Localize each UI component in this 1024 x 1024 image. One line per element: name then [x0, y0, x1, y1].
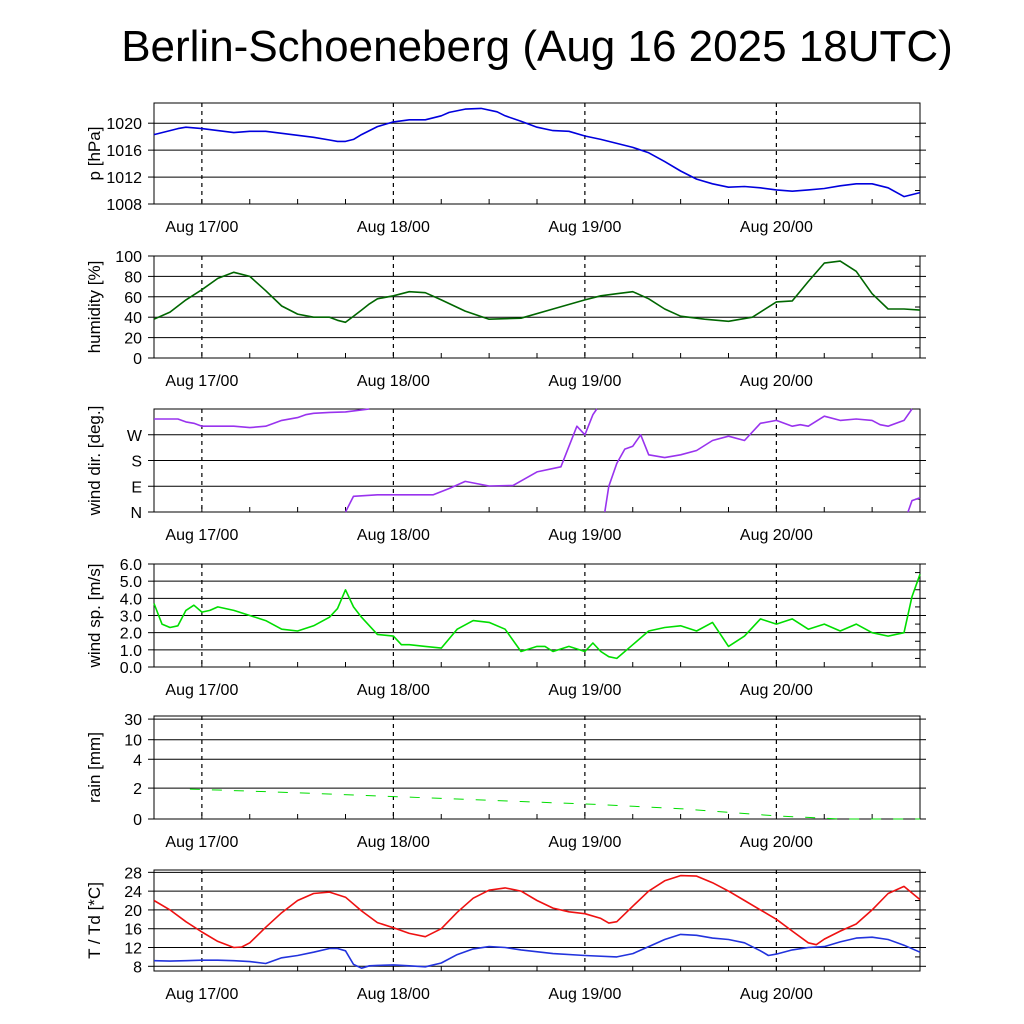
wind-direction-xtick-label: Aug 19/00: [548, 527, 621, 544]
wind-speed-ylabel: wind sp. [m/s]: [85, 564, 104, 669]
rain-ytick-label: 2: [133, 781, 142, 798]
wind-direction-ytick-label: N: [130, 505, 142, 522]
wind-direction-series-wind-direction: [344, 408, 598, 513]
pressure-xtick-label: Aug 19/00: [548, 219, 621, 236]
wind-speed-xtick-label: Aug 18/00: [357, 682, 430, 699]
pressure-xtick-label: Aug 20/00: [740, 219, 813, 236]
pressure-frame: [153, 102, 921, 205]
temperature-ytick-label: 16: [124, 922, 142, 939]
temperature-ytick-label: 24: [124, 884, 142, 901]
temperature-series-t: [153, 874, 921, 949]
humidity-ytick-label: 60: [124, 290, 142, 307]
humidity-ytick-label: 20: [124, 331, 142, 348]
rain-xtick-label: Aug 19/00: [548, 834, 621, 851]
wind-speed-xtick-label: Aug 20/00: [740, 682, 813, 699]
chart-title: Berlin-Schoeneberg (Aug 16 2025 18UTC): [121, 22, 953, 71]
rain-frame: [153, 715, 921, 820]
temperature-ylabel: T / Td [*C]: [85, 882, 104, 959]
temperature-ytick-label: 20: [124, 903, 142, 920]
wind-speed-ytick-label: 1.0: [120, 643, 142, 660]
rain-ytick-label: 4: [133, 752, 142, 769]
temperature-frame: [153, 869, 921, 972]
pressure-xtick-label: Aug 17/00: [165, 219, 238, 236]
pressure-ylabel: p [hPa]: [85, 127, 104, 181]
temperature-series-td: [153, 933, 921, 970]
temperature-ytick-label: 12: [124, 941, 142, 958]
humidity-xtick-label: Aug 20/00: [740, 373, 813, 390]
humidity-ylabel: humidity [%]: [85, 261, 104, 354]
panel-rain: 0 2 4 10 30 Aug 17/00 Aug 18/00 Aug 19/00 Aug 20…: [85, 712, 926, 851]
temperature-xtick-label: Aug 19/00: [548, 986, 621, 1003]
panel-temperature: 812 16 20 24 28 Aug 17/00 Aug 18/00 Aug 19/00 Au…: [85, 865, 926, 1003]
temperature-ytick-label: 28: [124, 865, 142, 882]
pressure-ytick-label: 1020: [106, 116, 142, 133]
wind-speed-xtick-label: Aug 17/00: [165, 682, 238, 699]
wind-direction-ytick-label: W: [127, 428, 143, 445]
panel-pressure: 1008 1012 1016 1020 Aug 17/00 Aug 18/00 Aug 19…: [85, 102, 926, 236]
rain-series-rain: [189, 788, 920, 820]
temperature-xtick-label: Aug 20/00: [740, 986, 813, 1003]
pressure-xtick-label: Aug 18/00: [357, 219, 430, 236]
wind-direction-xtick-label: Aug 20/00: [740, 527, 813, 544]
humidity-ytick-label: 40: [124, 310, 142, 327]
rain-xtick-label: Aug 20/00: [740, 834, 813, 851]
wind-direction-ytick-label: S: [131, 454, 142, 471]
wind-speed-xtick-label: Aug 19/00: [548, 682, 621, 699]
pressure-ytick-label: 1016: [106, 143, 142, 160]
pressure-series-p: [153, 107, 921, 198]
rain-xtick-label: Aug 18/00: [357, 834, 430, 851]
pressure-ytick-label: 1008: [106, 197, 142, 214]
humidity-xtick-label: Aug 17/00: [165, 373, 238, 390]
wind-speed-ytick-label: 2.0: [120, 626, 142, 643]
wind-speed-series-wind-speed: [153, 574, 921, 660]
humidity-ytick-label: 80: [124, 269, 142, 286]
humidity-frame: [153, 255, 921, 359]
panel-wind-speed: 0.01.02.03.04.05.06.0 Aug 17/00 Aug 18/00 A…: [85, 557, 926, 699]
wind-speed-ytick-label: 4.0: [120, 591, 142, 608]
pressure-ytick-label: 1012: [106, 170, 142, 187]
wind-speed-ytick-label: 6.0: [120, 557, 142, 574]
temperature-ytick-label: 8: [133, 959, 142, 976]
wind-direction-series-wind-direction: [604, 408, 913, 513]
temperature-xtick-label: Aug 18/00: [357, 986, 430, 1003]
wind-speed-ytick-label: 0.0: [120, 660, 142, 677]
wind-direction-series-wind-direction: [907, 496, 921, 513]
humidity-series-humidity: [153, 260, 921, 324]
rain-xtick-label: Aug 17/00: [165, 834, 238, 851]
wind-direction-xtick-label: Aug 18/00: [357, 527, 430, 544]
humidity-ytick-label: 0: [133, 351, 142, 368]
rain-ytick-label: 10: [124, 733, 142, 750]
rain-ytick-label: 30: [124, 712, 142, 729]
wind-speed-ytick-label: 5.0: [120, 574, 142, 591]
wind-direction-ytick-label: E: [131, 479, 142, 496]
temperature-xtick-label: Aug 17/00: [165, 986, 238, 1003]
wind-speed-ytick-label: 3.0: [120, 609, 142, 626]
wind-direction-ylabel: wind dir. [deg.]: [85, 406, 104, 517]
wind-direction-series-wind-direction: [154, 408, 370, 429]
humidity-xtick-label: Aug 19/00: [548, 373, 621, 390]
rain-ytick-label: 0: [133, 812, 142, 829]
rain-ylabel: rain [mm]: [85, 732, 104, 803]
humidity-ytick-label: 100: [115, 249, 142, 266]
wind-direction-xtick-label: Aug 17/00: [165, 527, 238, 544]
humidity-xtick-label: Aug 18/00: [357, 373, 430, 390]
panel-humidity: 0 20 40 60 80 100 Aug 17/00 Aug 18/00 Aug 19/00 A…: [85, 249, 926, 390]
